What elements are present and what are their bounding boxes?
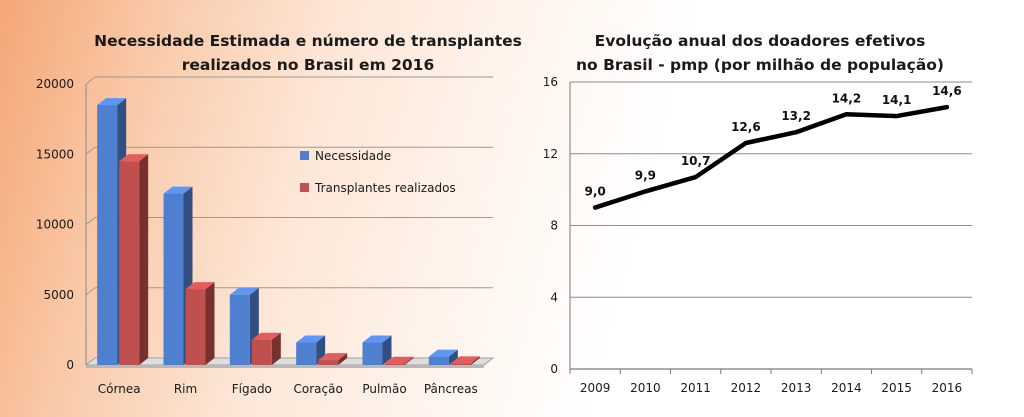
line-chart-title-line-2: no Brasil - pmp (por milhão de população… (576, 56, 944, 74)
bar-x-tick-label: Rim (174, 382, 197, 396)
bar-necessidade (428, 349, 458, 365)
bar-top (318, 353, 348, 361)
bar-front (97, 105, 118, 365)
line-x-tick-label: 2015 (881, 381, 912, 395)
bar-front (119, 161, 140, 365)
bar-top (229, 287, 259, 295)
bar-chart: Necessidade Estimada e número de transpl… (36, 32, 522, 396)
bar-front (229, 294, 250, 365)
legend-label-necessidade: Necessidade (315, 149, 391, 163)
line-data-label: 9,0 (584, 185, 605, 199)
bar-grid-side-3 (85, 146, 96, 155)
bar-front (296, 342, 317, 365)
line-x-tick-label: 2016 (932, 381, 963, 395)
bar-transplantes (450, 356, 480, 365)
line-x-tick-label: 2011 (680, 381, 711, 395)
bar-front (384, 363, 405, 365)
bar-floor-edge (86, 365, 484, 368)
bar-top (450, 356, 480, 364)
bar-top (97, 98, 127, 106)
bar-y-tick-label: 20000 (36, 77, 74, 91)
bar-top (384, 356, 414, 364)
bar-chart-x-axis: Córnea Rim Fígado Coração Pulmão Pâncreas (98, 382, 478, 396)
bar-transplantes (318, 353, 348, 365)
line-y-tick-label: 16 (543, 75, 558, 89)
bar-transplantes (185, 282, 215, 365)
bar-y-tick-label: 0 (66, 358, 74, 372)
bar-chart-bars (97, 98, 480, 365)
bar-x-tick-label: Fígado (232, 382, 272, 396)
line-x-tick-label: 2012 (731, 381, 762, 395)
line-x-tick-label: 2009 (580, 381, 611, 395)
bar-top (362, 335, 392, 343)
bar-x-tick-label: Pâncreas (424, 382, 478, 396)
bar-front (163, 193, 184, 365)
bar-side (404, 356, 414, 365)
bar-x-tick-label: Coração (294, 382, 343, 396)
bar-chart-y-axis: 0 5000 10000 15000 20000 (36, 77, 74, 372)
bar-chart-title-line-2: realizados no Brasil em 2016 (182, 56, 435, 74)
bar-grid-side-2 (85, 217, 96, 225)
bar-chart-legend: Necessidade Transplantes realizados (300, 149, 456, 195)
line-data-label: 12,6 (731, 120, 761, 134)
line-chart-series (592, 104, 950, 210)
line-chart-x-axis: 2009 2010 2011 2012 2013 2014 2015 2016 (580, 381, 962, 395)
bar-front (318, 360, 339, 365)
legend-swatch-transplantes (300, 183, 309, 192)
bar-y-tick-label: 10000 (36, 218, 74, 232)
bar-y-tick-label: 15000 (36, 147, 74, 161)
legend-swatch-necessidade (300, 151, 309, 160)
bar-top (251, 332, 281, 340)
bar-x-tick-label: Córnea (98, 382, 141, 396)
legend-label-transplantes: Transplantes realizados (314, 181, 456, 195)
line-data-label: 9,9 (635, 168, 656, 182)
bar-transplantes (251, 332, 281, 365)
bar-front (450, 363, 471, 365)
line-y-tick-label: 0 (550, 362, 558, 376)
bar-side (448, 349, 458, 365)
line-data-label: 14,6 (932, 84, 962, 98)
line-y-tick-label: 12 (543, 147, 558, 161)
line-y-tick-label: 8 (550, 219, 558, 233)
bar-side (382, 335, 392, 365)
bar-front (428, 356, 449, 365)
bar-side (205, 282, 215, 365)
line-data-label: 13,2 (781, 109, 811, 123)
bar-top (296, 335, 326, 343)
bar-top (163, 186, 193, 194)
bar-y-tick-label: 5000 (43, 288, 74, 302)
line-chart-y-axis: 0 4 8 12 16 (543, 75, 558, 376)
line-data-label: 10,7 (681, 154, 711, 168)
bar-side (139, 154, 149, 365)
line-chart-title-line-1: Evolução anual dos doadores efetivos (595, 32, 926, 50)
bar-front (251, 339, 272, 365)
bar-front (362, 342, 383, 365)
bar-necessidade (362, 335, 392, 365)
line-x-tick-label: 2010 (630, 381, 661, 395)
bar-front (185, 289, 206, 365)
line-y-tick-label: 4 (550, 290, 558, 304)
bar-chart-title-line-1: Necessidade Estimada e número de transpl… (94, 32, 522, 50)
bar-x-tick-label: Pulmão (362, 382, 406, 396)
bar-top (428, 349, 458, 357)
line-x-tick-label: 2014 (831, 381, 862, 395)
bar-side (470, 356, 480, 365)
line-x-tick-label: 2013 (781, 381, 812, 395)
bar-top (119, 154, 149, 162)
line-chart: Evolução anual dos doadores efetivos no … (543, 32, 973, 395)
bar-transplantes (119, 154, 149, 365)
line-series-doadores (592, 104, 950, 210)
bar-transplantes (384, 356, 414, 365)
bar-side (338, 353, 348, 365)
line-chart-grid (569, 81, 973, 374)
bar-side (271, 332, 281, 365)
line-data-label: 14,2 (832, 91, 862, 105)
bar-grid-side-1 (85, 287, 96, 296)
bar-grid-side-4 (85, 76, 96, 85)
line-data-label: 14,1 (882, 93, 912, 107)
bar-top (185, 282, 215, 290)
line-chart-data-labels: 9,0 9,9 10,7 12,6 13,2 14,2 14,1 14,6 (584, 84, 962, 208)
